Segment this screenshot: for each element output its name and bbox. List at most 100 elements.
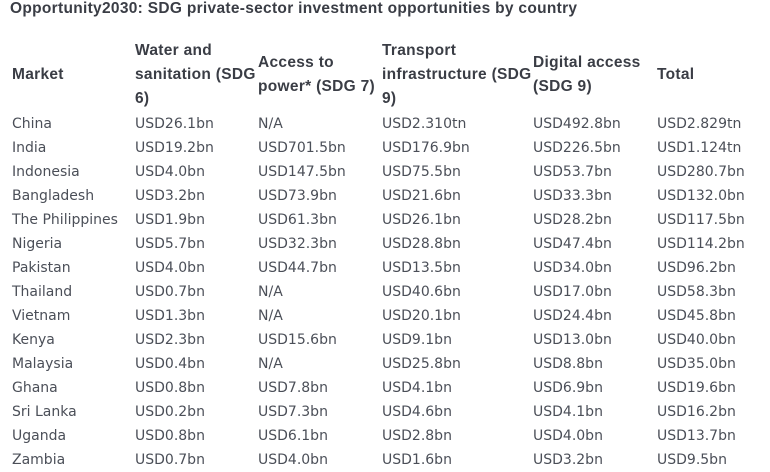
table-row: Bangladesh USD3.2bn USD73.9bn USD21.6bn USD3… (0, 184, 770, 208)
cell-transport: USD2.8bn (382, 428, 452, 444)
table-row: Malaysia USD0.4bn N/A USD25.8bn USD8.8bn USD3… (0, 352, 770, 376)
cell-water: USD2.3bn (135, 332, 205, 348)
investment-table: Market Water and sanitation (SDG 6) Acce… (0, 38, 770, 472)
cell-total: USD96.2bn (657, 260, 736, 276)
cell-digital: USD226.5bn (533, 140, 621, 156)
cell-total: USD58.3bn (657, 284, 736, 300)
cell-digital: USD3.2bn (533, 452, 603, 468)
cell-water: USD0.7bn (135, 284, 205, 300)
table-row: Kenya USD2.3bn USD15.6bn USD9.1bn USD13.0bn U… (0, 328, 770, 352)
cell-transport: USD4.1bn (382, 380, 452, 396)
cell-power: USD44.7bn (258, 260, 337, 276)
cell-total: USD114.2bn (657, 236, 745, 252)
cell-market: China (12, 116, 52, 132)
cell-digital: USD34.0bn (533, 260, 612, 276)
cell-market: Malaysia (12, 356, 74, 372)
table-row: Thailand USD0.7bn N/A USD40.6bn USD17.0bn USD… (0, 280, 770, 304)
cell-power: USD15.6bn (258, 332, 337, 348)
cell-power: USD147.5bn (258, 164, 346, 180)
cell-transport: USD9.1bn (382, 332, 452, 348)
column-header-water: Water and sanitation (SDG 6) (135, 42, 256, 107)
column-header-digital: Digital access (SDG 9) (533, 54, 641, 95)
cell-digital: USD17.0bn (533, 284, 612, 300)
table-row: Nigeria USD5.7bn USD32.3bn USD28.8bn USD47.4… (0, 232, 770, 256)
table-row: Uganda USD0.8bn USD6.1bn USD2.8bn USD4.0bn US… (0, 424, 770, 448)
cell-water: USD4.0bn (135, 164, 205, 180)
cell-digital: USD13.0bn (533, 332, 612, 348)
cell-transport: USD75.5bn (382, 164, 461, 180)
cell-water: USD1.9bn (135, 212, 205, 228)
cell-power: USD701.5bn (258, 140, 346, 156)
cell-water: USD0.7bn (135, 452, 205, 468)
cell-digital: USD4.1bn (533, 404, 603, 420)
cell-total: USD280.7bn (657, 164, 745, 180)
table-row: Ghana USD0.8bn USD7.8bn USD4.1bn USD6.9bn USD… (0, 376, 770, 400)
cell-digital: USD47.4bn (533, 236, 612, 252)
cell-total: USD1.124tn (657, 140, 742, 156)
cell-total: USD45.8bn (657, 308, 736, 324)
cell-total: USD2.829tn (657, 116, 742, 132)
cell-transport: USD1.6bn (382, 452, 452, 468)
cell-transport: USD25.8bn (382, 356, 461, 372)
cell-total: USD16.2bn (657, 404, 736, 420)
cell-water: USD5.7bn (135, 236, 205, 252)
cell-market: Indonesia (12, 164, 80, 180)
cell-transport: USD176.9bn (382, 140, 470, 156)
cell-market: The Philippines (12, 212, 118, 228)
cell-digital: USD28.2bn (533, 212, 612, 228)
cell-digital: USD53.7bn (533, 164, 612, 180)
cell-transport: USD2.310tn (382, 116, 467, 132)
cell-total: USD9.5bn (657, 452, 727, 468)
cell-power: N/A (258, 308, 283, 324)
cell-total: USD35.0bn (657, 356, 736, 372)
cell-market: Pakistan (12, 260, 71, 276)
cell-digital: USD4.0bn (533, 428, 603, 444)
cell-digital: USD492.8bn (533, 116, 621, 132)
cell-water: USD19.2bn (135, 140, 214, 156)
cell-total: USD117.5bn (657, 212, 745, 228)
table-row: The Philippines USD1.9bn USD61.3bn USD26.1b… (0, 208, 770, 232)
column-header-market: Market (12, 66, 64, 83)
cell-market: Vietnam (12, 308, 71, 324)
cell-market: Thailand (12, 284, 73, 300)
cell-total: USD13.7bn (657, 428, 736, 444)
cell-market: Uganda (12, 428, 67, 444)
cell-power: USD4.0bn (258, 452, 328, 468)
cell-power: USD6.1bn (258, 428, 328, 444)
cell-total: USD19.6bn (657, 380, 736, 396)
cell-power: USD32.3bn (258, 236, 337, 252)
table-body: China USD26.1bn N/A USD2.310tn USD492.8bn USD… (0, 112, 770, 472)
cell-market: Sri Lanka (12, 404, 77, 420)
cell-water: USD4.0bn (135, 260, 205, 276)
cell-transport: USD26.1bn (382, 212, 461, 228)
cell-power: USD73.9bn (258, 188, 337, 204)
table-row: China USD26.1bn N/A USD2.310tn USD492.8bn USD… (0, 112, 770, 136)
cell-power: N/A (258, 116, 283, 132)
cell-digital: USD24.4bn (533, 308, 612, 324)
cell-transport: USD13.5bn (382, 260, 461, 276)
table-row: Vietnam USD1.3bn N/A USD20.1bn USD24.4bn USD4… (0, 304, 770, 328)
cell-digital: USD8.8bn (533, 356, 603, 372)
cell-water: USD26.1bn (135, 116, 214, 132)
table-row: Zambia USD0.7bn USD4.0bn USD1.6bn USD3.2bn US… (0, 448, 770, 472)
cell-water: USD3.2bn (135, 188, 205, 204)
cell-market: India (12, 140, 47, 156)
cell-power: USD61.3bn (258, 212, 337, 228)
cell-market: Kenya (12, 332, 55, 348)
cell-power: N/A (258, 284, 283, 300)
cell-transport: USD20.1bn (382, 308, 461, 324)
cell-transport: USD40.6bn (382, 284, 461, 300)
cell-total: USD40.0bn (657, 332, 736, 348)
table-row: Pakistan USD4.0bn USD44.7bn USD13.5bn USD34.… (0, 256, 770, 280)
column-header-power: Access to power* (SDG 7) (258, 54, 376, 95)
table-row: Indonesia USD4.0bn USD147.5bn USD75.5bn USD5… (0, 160, 770, 184)
cell-water: USD0.4bn (135, 356, 205, 372)
cell-market: Bangladesh (12, 188, 95, 204)
cell-power: USD7.3bn (258, 404, 328, 420)
header-row: Market Water and sanitation (SDG 6) Acce… (0, 38, 770, 112)
column-header-transport: Transport infrastructure (SDG 9) (382, 42, 532, 107)
table-title: Opportunity2030: SDG private-sector inve… (10, 0, 578, 17)
cell-power: USD7.8bn (258, 380, 328, 396)
cell-power: N/A (258, 356, 283, 372)
